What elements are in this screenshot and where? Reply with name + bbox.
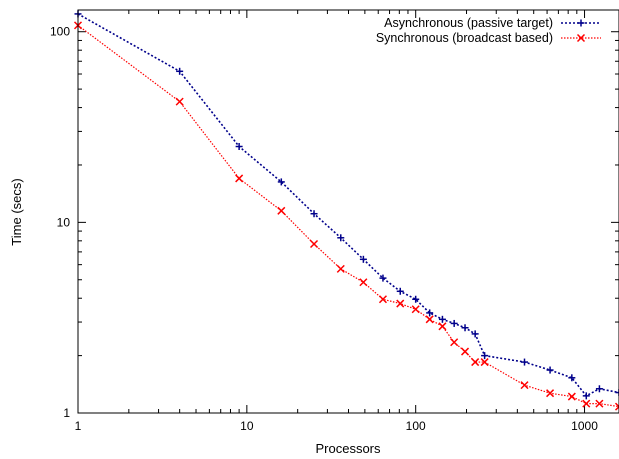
data-point	[310, 239, 319, 249]
legend-marker	[577, 19, 585, 27]
data-point	[379, 274, 387, 282]
data-point	[595, 399, 604, 408]
data-point	[450, 338, 459, 347]
data-point	[396, 287, 404, 295]
legend-label: Asynchronous (passive target)	[384, 16, 553, 30]
data-point	[438, 322, 447, 331]
y-tick-label: 1	[63, 406, 70, 420]
series-layer	[73, 10, 619, 411]
data-point	[481, 352, 489, 360]
x-tick-label: 1	[75, 419, 82, 433]
data-point	[546, 366, 554, 374]
data-point	[277, 178, 285, 186]
legend-marker	[576, 33, 586, 43]
data-point	[310, 210, 318, 218]
data-point	[396, 299, 405, 308]
data-point	[336, 264, 345, 273]
data-point	[521, 358, 529, 366]
x-tick-label: 1000	[571, 419, 598, 433]
y-tick-label: 100	[50, 25, 70, 39]
data-point	[471, 330, 479, 338]
data-point	[411, 305, 420, 314]
data-point	[520, 381, 529, 390]
data-point	[614, 402, 619, 411]
data-point	[438, 315, 446, 323]
data-point	[277, 206, 286, 215]
series-line	[77, 13, 619, 397]
data-point	[175, 97, 184, 106]
y-tick-label: 10	[57, 215, 71, 229]
data-point	[359, 278, 368, 287]
data-point	[235, 142, 243, 150]
data-point	[615, 389, 619, 397]
data-point	[582, 399, 591, 408]
data-point	[359, 255, 367, 263]
data-point	[426, 309, 434, 317]
data-point	[337, 234, 345, 242]
data-point	[176, 67, 184, 75]
data-point	[568, 374, 576, 382]
data-point	[378, 295, 387, 304]
data-point	[235, 174, 244, 183]
data-point	[425, 315, 434, 324]
data-point	[582, 392, 590, 400]
data-point	[461, 347, 470, 356]
tick-marks	[77, 10, 619, 414]
legend: Asynchronous (passive target)Synchronous…	[376, 16, 601, 45]
x-tick-label: 10	[240, 419, 254, 433]
tick-labels: 1 10 100 1000 1 10 100	[50, 25, 598, 433]
series-1	[74, 10, 619, 400]
y-axis-title: Time (secs)	[9, 178, 24, 245]
data-point	[450, 319, 458, 327]
x-tick-label: 100	[406, 419, 426, 433]
data-point	[461, 324, 469, 332]
data-point	[480, 358, 489, 367]
data-point	[546, 389, 555, 398]
series-line	[77, 24, 619, 408]
data-point	[567, 392, 576, 401]
data-point	[471, 358, 480, 367]
plot-frame	[77, 9, 619, 414]
data-point	[412, 295, 420, 303]
x-axis-title: Processors	[315, 441, 381, 456]
data-point	[595, 385, 603, 393]
legend-label: Synchronous (broadcast based)	[376, 31, 553, 45]
